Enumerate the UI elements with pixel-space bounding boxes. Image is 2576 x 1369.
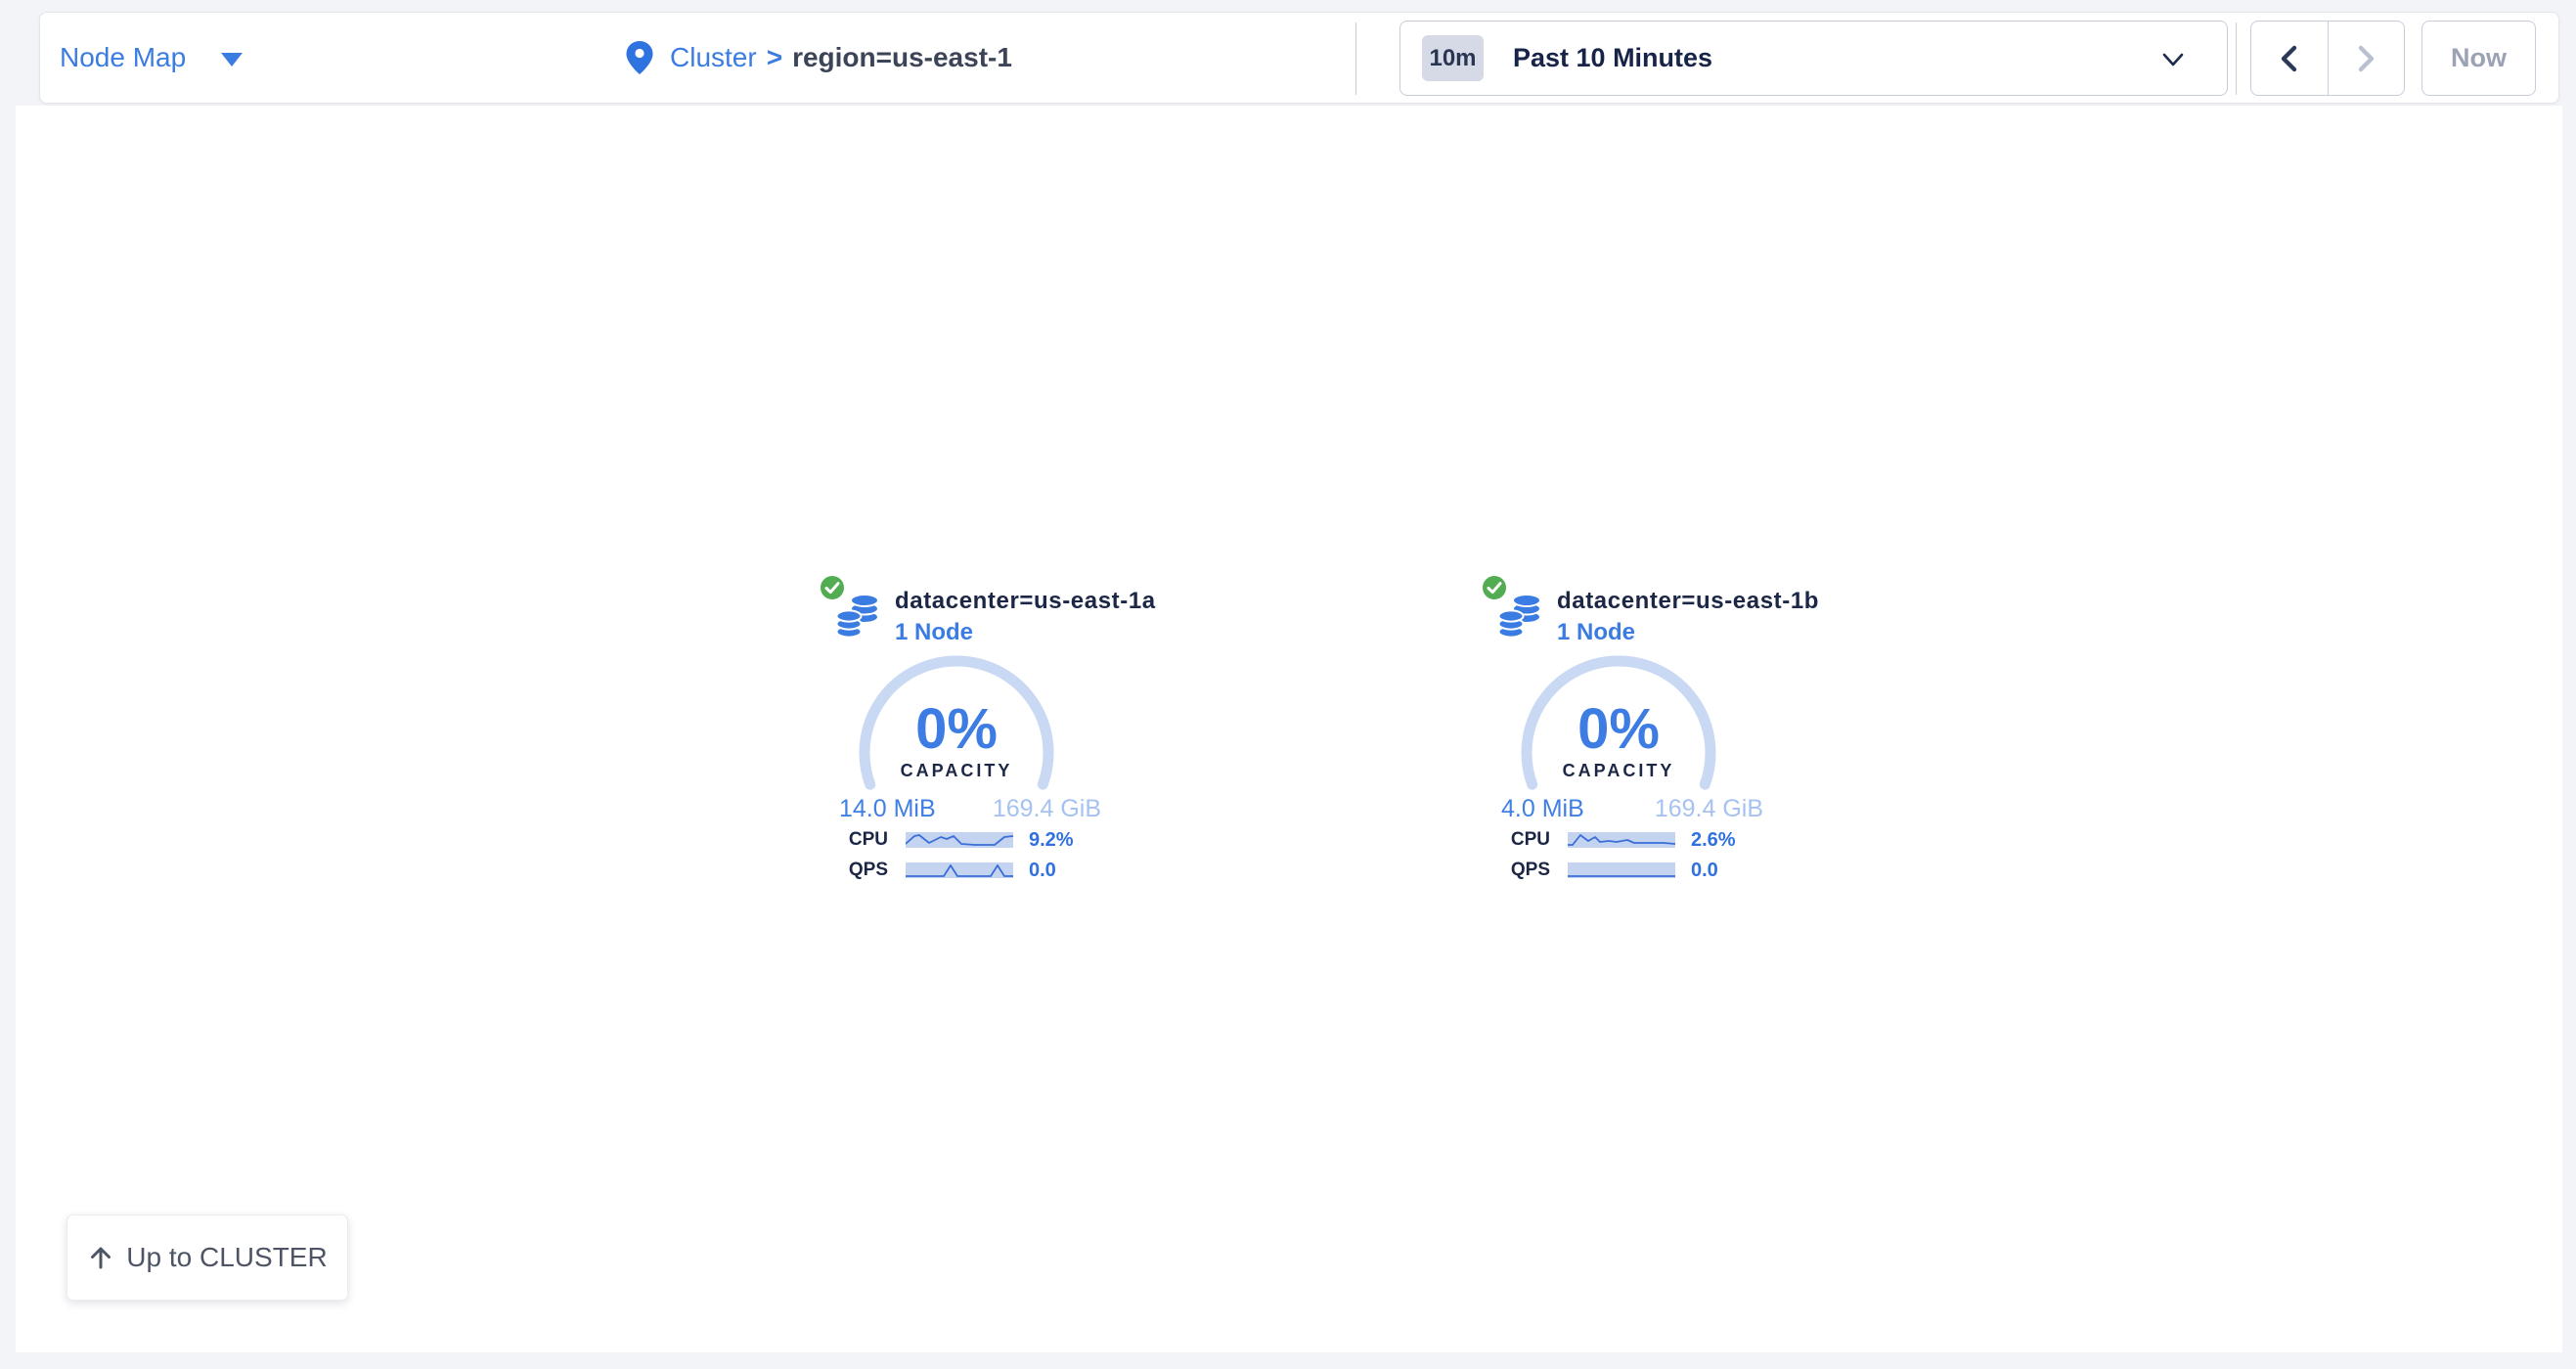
datacenter-card-us-east-1a[interactable]: datacenter=us-east-1a 1 Node 0% CAPACITY… [802, 572, 1155, 905]
qps-value: 0.0 [1691, 860, 1718, 881]
now-button[interactable]: Now [2421, 21, 2536, 96]
time-range-label: Past 10 Minutes [1513, 43, 1713, 72]
time-range-badge: 10m [1422, 35, 1484, 81]
datacenter-node-count: 1 Node [1557, 619, 1636, 645]
breadcrumb-separator: > [766, 42, 783, 72]
time-step-buttons [2250, 21, 2405, 96]
cpu-metric-row: CPU 9.2% [802, 830, 1134, 852]
cpu-sparkline [906, 832, 1013, 848]
capacity-gauge-arc [1521, 655, 1716, 790]
time-range-dropdown[interactable]: 10m Past 10 Minutes [1399, 21, 2228, 96]
datacenter-card-us-east-1b[interactable]: datacenter=us-east-1b 1 Node 0% CAPACITY… [1464, 572, 1818, 905]
node-map-canvas [16, 106, 2562, 1352]
chevron-right-icon [2359, 45, 2375, 71]
time-step-forward-button[interactable] [2329, 22, 2405, 95]
check-circle-icon [1481, 574, 1508, 601]
up-to-cluster-label: Up to CLUSTER [126, 1242, 328, 1272]
cpu-label: CPU [1510, 829, 1550, 850]
qps-label: QPS [1510, 860, 1550, 880]
up-to-cluster-button[interactable]: Up to CLUSTER [67, 1214, 348, 1301]
cpu-metric-row: CPU 2.6% [1464, 830, 1797, 852]
qps-sparkline [906, 862, 1013, 878]
view-mode-label: Node Map [60, 42, 187, 72]
arrow-up-icon [91, 1247, 111, 1269]
capacity-stats: 14.0 MiB 169.4 GiB [839, 795, 1101, 823]
datacenter-title: datacenter=us-east-1a [895, 588, 1156, 614]
check-circle-icon [819, 574, 846, 601]
view-mode-dropdown[interactable]: Node Map [60, 13, 244, 103]
qps-sparkline [1568, 862, 1675, 878]
capacity-gauge: 0% CAPACITY [859, 655, 1054, 851]
capacity-used: 4.0 MiB [1501, 795, 1584, 822]
capacity-label: CAPACITY [900, 761, 1013, 780]
header-bar: Node Map Cluster > region=us-east-1 10m … [39, 12, 2559, 104]
breadcrumb: Cluster > region=us-east-1 [625, 13, 1012, 103]
capacity-total: 169.4 GiB [992, 795, 1101, 822]
qps-label: QPS [848, 860, 888, 880]
datacenter-title: datacenter=us-east-1b [1557, 588, 1820, 614]
capacity-label: CAPACITY [1562, 761, 1675, 780]
capacity-gauge-arc [859, 655, 1054, 790]
chevron-down-icon [2162, 53, 2184, 66]
header-divider [1355, 22, 1356, 95]
cpu-sparkline [1568, 832, 1675, 848]
caret-down-icon [221, 53, 244, 66]
capacity-gauge: 0% CAPACITY [1521, 655, 1716, 851]
location-pin-icon [626, 41, 653, 74]
qps-metric-row: QPS 0.0 [1464, 861, 1797, 882]
capacity-stats: 4.0 MiB 169.4 GiB [1501, 795, 1763, 823]
cpu-label: CPU [848, 829, 888, 850]
database-stack-icon [1497, 594, 1541, 639]
breadcrumb-cluster-link[interactable]: Cluster [670, 42, 757, 72]
capacity-used: 14.0 MiB [839, 795, 936, 822]
capacity-percent: 0% [915, 697, 998, 761]
breadcrumb-current: region=us-east-1 [792, 42, 1012, 72]
capacity-total: 169.4 GiB [1654, 795, 1763, 822]
header-divider [2236, 22, 2237, 95]
qps-value: 0.0 [1029, 860, 1056, 881]
cpu-value: 9.2% [1029, 829, 1074, 851]
time-step-back-button[interactable] [2251, 22, 2329, 95]
database-stack-icon [835, 594, 879, 639]
chevron-left-icon [2281, 45, 2296, 71]
datacenter-node-count: 1 Node [895, 619, 974, 645]
cpu-value: 2.6% [1691, 829, 1736, 851]
capacity-percent: 0% [1577, 697, 1660, 761]
qps-metric-row: QPS 0.0 [802, 861, 1134, 882]
